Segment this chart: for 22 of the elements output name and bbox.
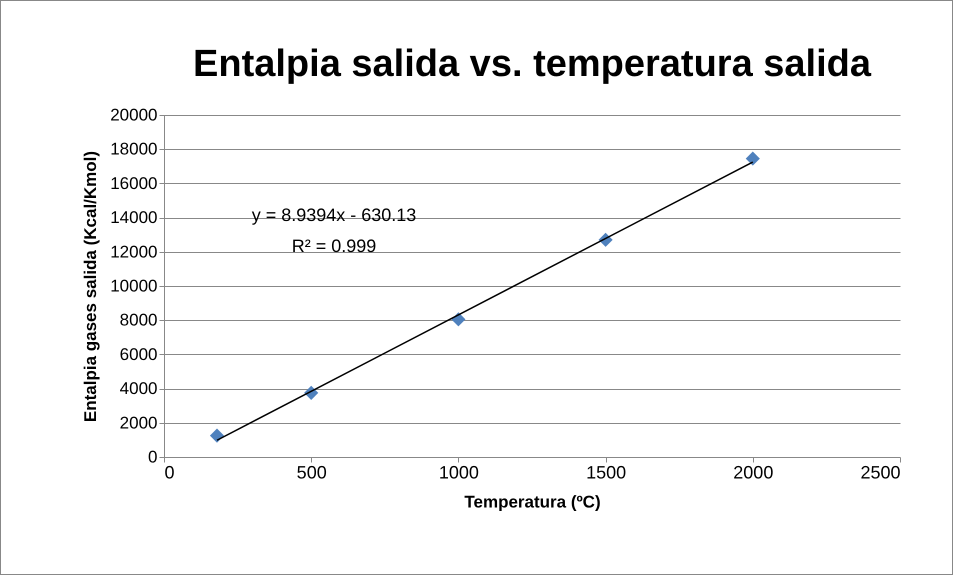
y-tick-label: 20000 <box>110 106 158 124</box>
x-tick-label: 2500 <box>860 462 900 482</box>
y-tick-label: 16000 <box>110 174 158 193</box>
y-axis-title: Entalpia gases salida (Kcal/Kmol) <box>81 150 100 422</box>
x-tick-label: 1000 <box>438 462 479 482</box>
x-tick-label: 0 <box>164 462 175 482</box>
y-tick-label: 6000 <box>120 344 158 364</box>
y-tick-label: 12000 <box>110 242 158 262</box>
x-tick-label: 1500 <box>586 462 626 482</box>
annotation: y = 8.9394x - 630.13 <box>252 205 416 225</box>
x-tick-label: 500 <box>296 462 327 482</box>
chart-title: Entalpia salida vs. temperatura salida <box>193 43 872 85</box>
y-tick-label: 0 <box>148 448 158 466</box>
y-tick-label: 10000 <box>110 276 158 296</box>
annotation: R² = 0.999 <box>292 236 376 256</box>
y-tick-label: 4000 <box>120 379 158 398</box>
x-tick-label: 2000 <box>733 462 774 482</box>
y-tick-label: 18000 <box>110 140 158 159</box>
y-tick-label: 2000 <box>120 413 158 432</box>
y-tick-label: 8000 <box>120 310 158 330</box>
y-tick-label: 14000 <box>110 208 158 228</box>
x-axis-title: Temperatura (ºC) <box>464 492 601 512</box>
